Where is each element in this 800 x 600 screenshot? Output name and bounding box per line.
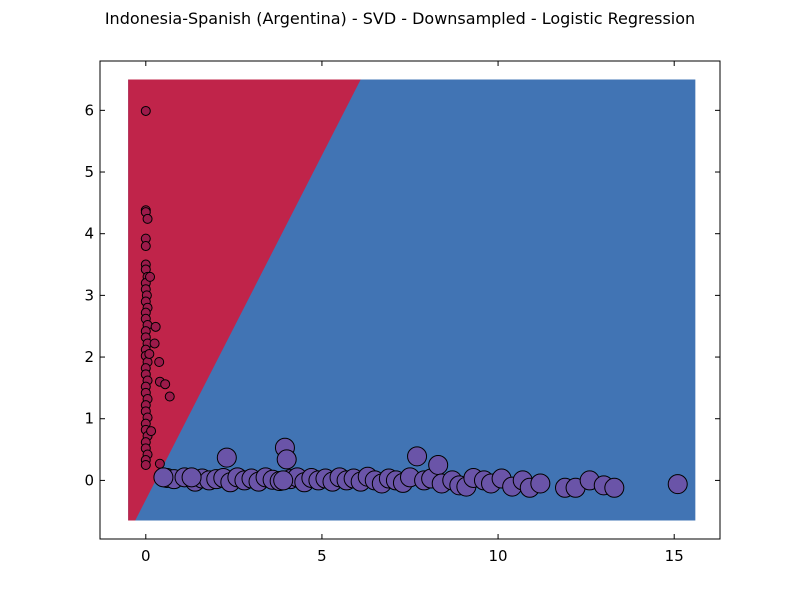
point-class-1 [154,356,165,367]
point-class-1 [150,321,161,332]
point-class-2 [276,449,297,470]
point-class-2 [667,474,688,495]
point-class-2 [407,446,428,467]
point-class-1 [164,391,175,402]
x-tick-label: 10 [489,547,508,565]
point-class-2 [604,477,625,498]
y-tick-label: 6 [84,101,94,119]
point-class-1 [140,241,151,252]
x-tick-label: 5 [317,547,327,565]
plot-frame [99,60,721,540]
y-tick-label: 5 [84,163,94,181]
x-tick-label: 0 [141,547,151,565]
point-class-2 [181,467,202,488]
x-tick-label: 15 [665,547,684,565]
y-tick-label: 0 [84,471,94,489]
point-class-1 [142,213,153,224]
point-class-1 [146,426,157,437]
point-class-2 [530,473,551,494]
data-points [140,105,688,498]
point-class-1 [144,348,155,359]
y-tick-label: 2 [84,348,94,366]
chart-title: Indonesia-Spanish (Argentina) - SVD - Do… [104,9,696,28]
decision-regions [128,79,696,521]
point-class-1 [149,338,160,349]
y-tick-label: 3 [84,286,94,304]
point-class-1 [154,458,165,469]
region-left [128,79,361,521]
point-class-1 [140,105,151,116]
point-class-2 [153,467,174,488]
y-tick-label: 1 [84,410,94,428]
point-class-1 [145,271,156,282]
y-tick-label: 4 [84,225,94,243]
point-class-2 [428,454,449,475]
axis-ticks: 0 5 10 15 0 1 2 3 4 5 6 [84,61,720,565]
point-class-1 [140,459,151,470]
point-class-1 [160,379,171,390]
point-class-2 [216,447,237,468]
point-class-2 [273,470,294,491]
